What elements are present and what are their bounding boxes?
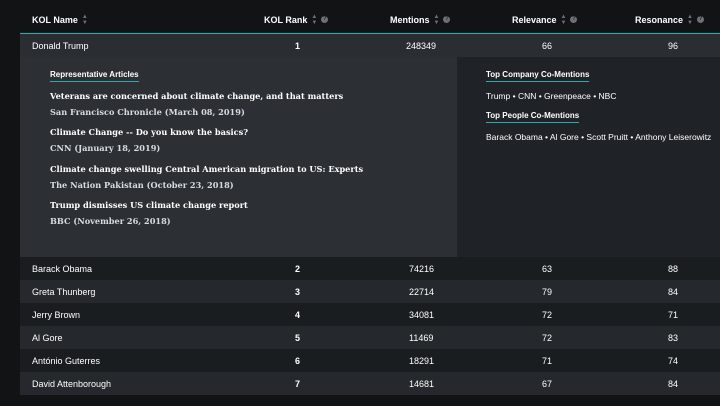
column-label: Resonance <box>635 14 684 25</box>
representative-articles-title: Representative Articles <box>50 70 139 82</box>
kol-name-cell: David Attenborough <box>32 378 112 389</box>
help-circle-icon[interactable]: ? <box>696 16 704 23</box>
column-label: Relevance <box>512 14 557 25</box>
sort-icon[interactable]: ▲ ▼ <box>433 13 440 26</box>
mentions-cell: 34081 <box>409 309 435 320</box>
top-people-co-mentions-title: Top People Co-Mentions <box>486 111 580 123</box>
help-circle-icon[interactable]: ? <box>321 16 329 23</box>
relevance-cell: 72 <box>542 309 553 320</box>
column-header-relevance[interactable]: Relevance ▲ ▼ ? <box>512 7 578 32</box>
resonance-cell: 83 <box>668 332 679 343</box>
column-header-kol-name[interactable]: KOL Name ▲ ▼ <box>32 7 88 32</box>
table-row[interactable]: Greta Thunberg 3 22714 79 84 <box>20 280 720 303</box>
mentions-cell: 18291 <box>409 355 435 366</box>
column-label: Mentions <box>390 14 430 25</box>
mentions-cell: 14681 <box>409 378 435 389</box>
kol-name-cell: Al Gore <box>32 332 63 343</box>
mentions-cell: 74216 <box>409 263 435 274</box>
relevance-cell: 72 <box>542 332 553 343</box>
column-header-resonance[interactable]: Resonance ▲ ▼ ? <box>635 7 704 32</box>
sort-icon[interactable]: ▲ ▼ <box>560 13 567 26</box>
article-source: The Nation Pakistan (October 23, 2018) <box>50 180 234 190</box>
resonance-cell: 96 <box>668 40 679 51</box>
table-row[interactable]: David Attenborough 7 14681 67 84 <box>20 372 720 395</box>
table-row[interactable]: António Guterres 6 18291 71 74 <box>20 349 720 372</box>
resonance-cell: 84 <box>668 378 679 389</box>
relevance-cell: 79 <box>542 286 553 297</box>
kol-rank-cell: 1 <box>295 40 301 51</box>
relevance-cell: 66 <box>542 40 553 51</box>
kol-rank-cell: 7 <box>295 378 301 389</box>
article-title-link[interactable]: Climate Change -- Do you know the basics… <box>50 127 249 137</box>
column-header-mentions[interactable]: Mentions ▲ ▼ ? <box>390 7 451 32</box>
help-circle-icon[interactable]: ? <box>443 16 451 23</box>
column-label: KOL Rank <box>264 14 308 25</box>
resonance-cell: 88 <box>668 263 679 274</box>
kol-name-cell: Donald Trump <box>32 40 89 51</box>
mentions-cell: 248349 <box>406 40 437 51</box>
resonance-cell: 84 <box>668 286 679 297</box>
article-title-link[interactable]: Veterans are concerned about climate cha… <box>50 91 344 101</box>
table-row[interactable]: Jerry Brown 4 34081 72 71 <box>20 303 720 326</box>
mentions-cell: 22714 <box>409 286 435 297</box>
article-title-link[interactable]: Trump dismisses US climate change report <box>50 200 248 210</box>
resonance-cell: 71 <box>668 309 679 320</box>
kol-name-cell: Greta Thunberg <box>32 286 96 297</box>
relevance-cell: 71 <box>542 355 553 366</box>
sort-icon[interactable]: ▲ ▼ <box>687 13 693 26</box>
co-mentions-panel: Top Company Co-Mentions Trump • CNN • Gr… <box>457 57 720 264</box>
table-row[interactable]: Al Gore 5 11469 72 83 <box>20 326 720 349</box>
resonance-cell: 74 <box>668 355 679 366</box>
people-co-mentions-list: Barack Obama • Al Gore • Scott Pruitt • … <box>486 132 712 142</box>
table-header: KOL Name ▲ ▼ KOL Rank ▲ ▼ ? Mentions ▲ ▼ ? … <box>20 7 720 32</box>
kol-name-cell: Jerry Brown <box>32 309 81 320</box>
mentions-cell: 11469 <box>409 332 434 343</box>
kol-rank-cell: 6 <box>295 355 301 366</box>
row-details-panel: Representative Articles Veterans are con… <box>20 57 720 264</box>
kol-name-cell: António Guterres <box>32 355 101 366</box>
help-circle-icon[interactable]: ? <box>570 16 578 23</box>
kol-rank-cell: 3 <box>295 286 301 297</box>
sort-icon[interactable]: ▲ ▼ <box>81 13 88 26</box>
table-row[interactable]: Barack Obama 2 74216 63 88 <box>20 257 720 280</box>
top-company-co-mentions-title: Top Company Co-Mentions <box>486 70 590 82</box>
company-co-mentions-list: Trump • CNN • Greenpeace • NBC <box>486 91 617 101</box>
kol-rank-cell: 4 <box>295 309 301 320</box>
relevance-cell: 67 <box>542 378 553 389</box>
kol-rank-cell: 5 <box>295 332 301 343</box>
kol-table: KOL Name ▲ ▼ KOL Rank ▲ ▼ ? Mentions ▲ ▼ ? … <box>20 7 720 395</box>
article-source: San Francisco Chronicle (March 08, 2019) <box>50 107 245 117</box>
kol-name-cell: Barack Obama <box>32 263 93 274</box>
article-title-link[interactable]: Climate change swelling Central American… <box>50 164 364 174</box>
article-source: BBC (November 26, 2018) <box>50 216 171 226</box>
kol-rank-cell: 2 <box>295 263 301 274</box>
sort-icon[interactable]: ▲ ▼ <box>311 13 318 26</box>
article-source: CNN (January 18, 2019) <box>50 143 161 153</box>
column-header-kol-rank[interactable]: KOL Rank ▲ ▼ ? <box>264 7 329 32</box>
table-row-selected[interactable]: Donald Trump 1 248349 66 96 <box>20 33 720 57</box>
column-label: KOL Name <box>32 14 78 25</box>
relevance-cell: 63 <box>542 263 553 274</box>
